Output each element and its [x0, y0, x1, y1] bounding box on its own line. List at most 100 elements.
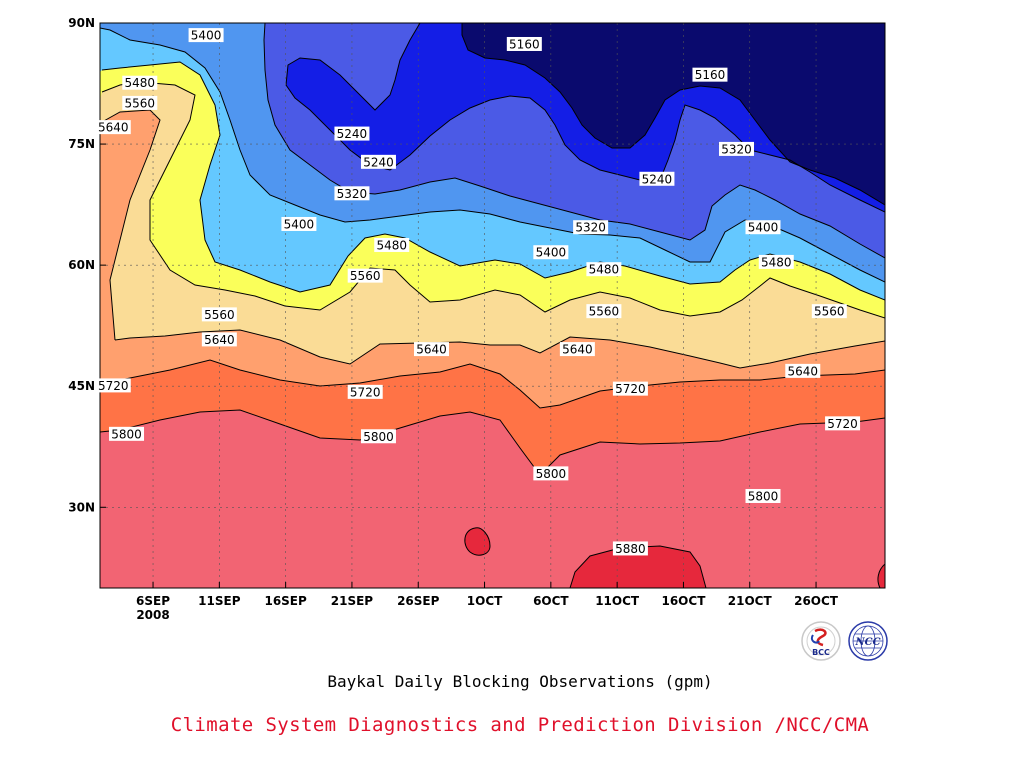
- ncc-logo-text: NCC: [854, 637, 880, 648]
- contour-label-bg: [360, 429, 396, 444]
- contour-label-5720: 5720: [825, 416, 861, 431]
- contour-label-text: 5800: [111, 427, 142, 441]
- contour-label-text: 5480: [589, 263, 620, 277]
- contour-label-text: 5560: [125, 96, 156, 110]
- contour-label-5720: 5720: [612, 381, 648, 396]
- fill-band-below-5160: [462, 23, 885, 205]
- contour-label-bg: [612, 541, 648, 556]
- contour-label-bg: [586, 304, 622, 319]
- x-tick-label: 26OCT: [794, 594, 839, 608]
- contour-label-bg: [201, 332, 237, 347]
- contour-label-bg: [334, 186, 370, 201]
- contour-label-5560: 5560: [122, 95, 158, 110]
- contour-line-5560: [101, 81, 885, 319]
- contour-label-bg: [347, 268, 383, 283]
- contour-label-bg: [639, 171, 675, 186]
- contour-label-text: 5320: [721, 142, 752, 156]
- contour-label-text: 5400: [536, 246, 567, 260]
- contour-label-bg: [347, 384, 383, 399]
- contour-label-bg: [506, 36, 542, 51]
- x-tick-label: 21OCT: [728, 594, 773, 608]
- contour-label-text: 5400: [284, 217, 315, 231]
- contour-label-5560: 5560: [347, 268, 383, 283]
- contour-label-text: 5480: [125, 76, 156, 90]
- contour-line-5720: [100, 359, 885, 409]
- contour-label-5240: 5240: [360, 154, 396, 169]
- contour-label-5800: 5800: [533, 466, 569, 481]
- contour-label-bg: [109, 426, 145, 441]
- contour-label-5640: 5640: [95, 120, 131, 135]
- contour-label-text: 5400: [191, 29, 222, 43]
- contour-label-5800: 5800: [109, 426, 145, 441]
- fill-blob-5880-edge: [877, 564, 885, 588]
- contour-label-text: 5560: [814, 305, 845, 319]
- contour-label-text: 5720: [827, 417, 858, 431]
- x-tick-label: 11SEP: [198, 594, 241, 608]
- contour-label-5480: 5480: [758, 254, 794, 269]
- contour-label-5560: 5560: [586, 304, 622, 319]
- x-tick-label: 26SEP: [397, 594, 440, 608]
- contour-label-5640: 5640: [201, 332, 237, 347]
- contour-label-5400: 5400: [188, 28, 224, 43]
- contour-label-text: 5240: [363, 155, 394, 169]
- contour-label-bg: [281, 216, 317, 231]
- contour-line-5880-west: [464, 527, 491, 556]
- contour-line-5320: [263, 23, 885, 259]
- contour-label-bg: [559, 342, 595, 357]
- contour-label-bg: [745, 220, 781, 235]
- contour-label-5160: 5160: [506, 36, 542, 51]
- x-tick-label: 16OCT: [661, 594, 706, 608]
- contour-label-text: 5800: [748, 489, 779, 503]
- contour-line-5640: [101, 109, 885, 369]
- contour-label-text: 5320: [337, 187, 368, 201]
- contour-label-text: 5880: [615, 542, 646, 556]
- contour-label-bg: [374, 237, 410, 252]
- x-tick-label: 11OCT: [595, 594, 640, 608]
- contour-label-text: 5480: [376, 238, 407, 252]
- contour-label-text: 5640: [98, 121, 129, 135]
- contour-label-bg: [95, 120, 131, 135]
- contour-label-bg: [533, 245, 569, 260]
- contour-label-bg: [188, 28, 224, 43]
- contour-label-5800: 5800: [745, 488, 781, 503]
- contour-label-text: 5640: [204, 333, 235, 347]
- contour-label-text: 5720: [98, 379, 129, 393]
- contour-label-text: 5240: [642, 172, 673, 186]
- contour-label-5720: 5720: [95, 378, 131, 393]
- credit-line: Climate System Diagnostics and Predictio…: [170, 714, 870, 736]
- contour-label-5320: 5320: [718, 141, 754, 156]
- fill-blob-5880-east: [570, 546, 706, 588]
- contour-label-bg: [360, 154, 396, 169]
- contour-label-text: 5240: [337, 127, 368, 141]
- x-year-label: 2008: [136, 608, 169, 622]
- contour-label-text: 5400: [748, 221, 779, 235]
- contour-fills: [100, 23, 885, 588]
- contour-label-5240: 5240: [334, 126, 370, 141]
- contour-label-bg: [825, 416, 861, 431]
- contour-label-bg: [758, 254, 794, 269]
- contour-line-5880-edge: [877, 563, 885, 588]
- contour-label-5320: 5320: [573, 220, 609, 235]
- contour-label-text: 5560: [204, 308, 235, 322]
- x-tick-label: 6SEP: [136, 594, 170, 608]
- contour-label-text: 5800: [536, 467, 567, 481]
- fill-blob-5880-west: [464, 527, 490, 556]
- contour-label-bg: [692, 67, 728, 82]
- contour-label-5720: 5720: [347, 384, 383, 399]
- contour-label-bg: [334, 126, 370, 141]
- ncc-logo: NCC: [848, 621, 888, 661]
- y-tick-label: 30N: [68, 500, 95, 514]
- contour-label-5560: 5560: [811, 304, 847, 319]
- chart-subtitle: Baykal Daily Blocking Observations (gpm): [327, 672, 713, 691]
- contour-label-5640: 5640: [414, 342, 450, 357]
- contour-label-5400: 5400: [533, 245, 569, 260]
- contour-label-bg: [95, 378, 131, 393]
- x-tick-label: 6OCT: [533, 594, 569, 608]
- contour-label-bg: [122, 75, 158, 90]
- y-tick-label: 75N: [68, 137, 95, 151]
- contour-label-bg: [414, 342, 450, 357]
- contour-label-5880: 5880: [612, 541, 648, 556]
- contour-label-text: 5640: [416, 343, 447, 357]
